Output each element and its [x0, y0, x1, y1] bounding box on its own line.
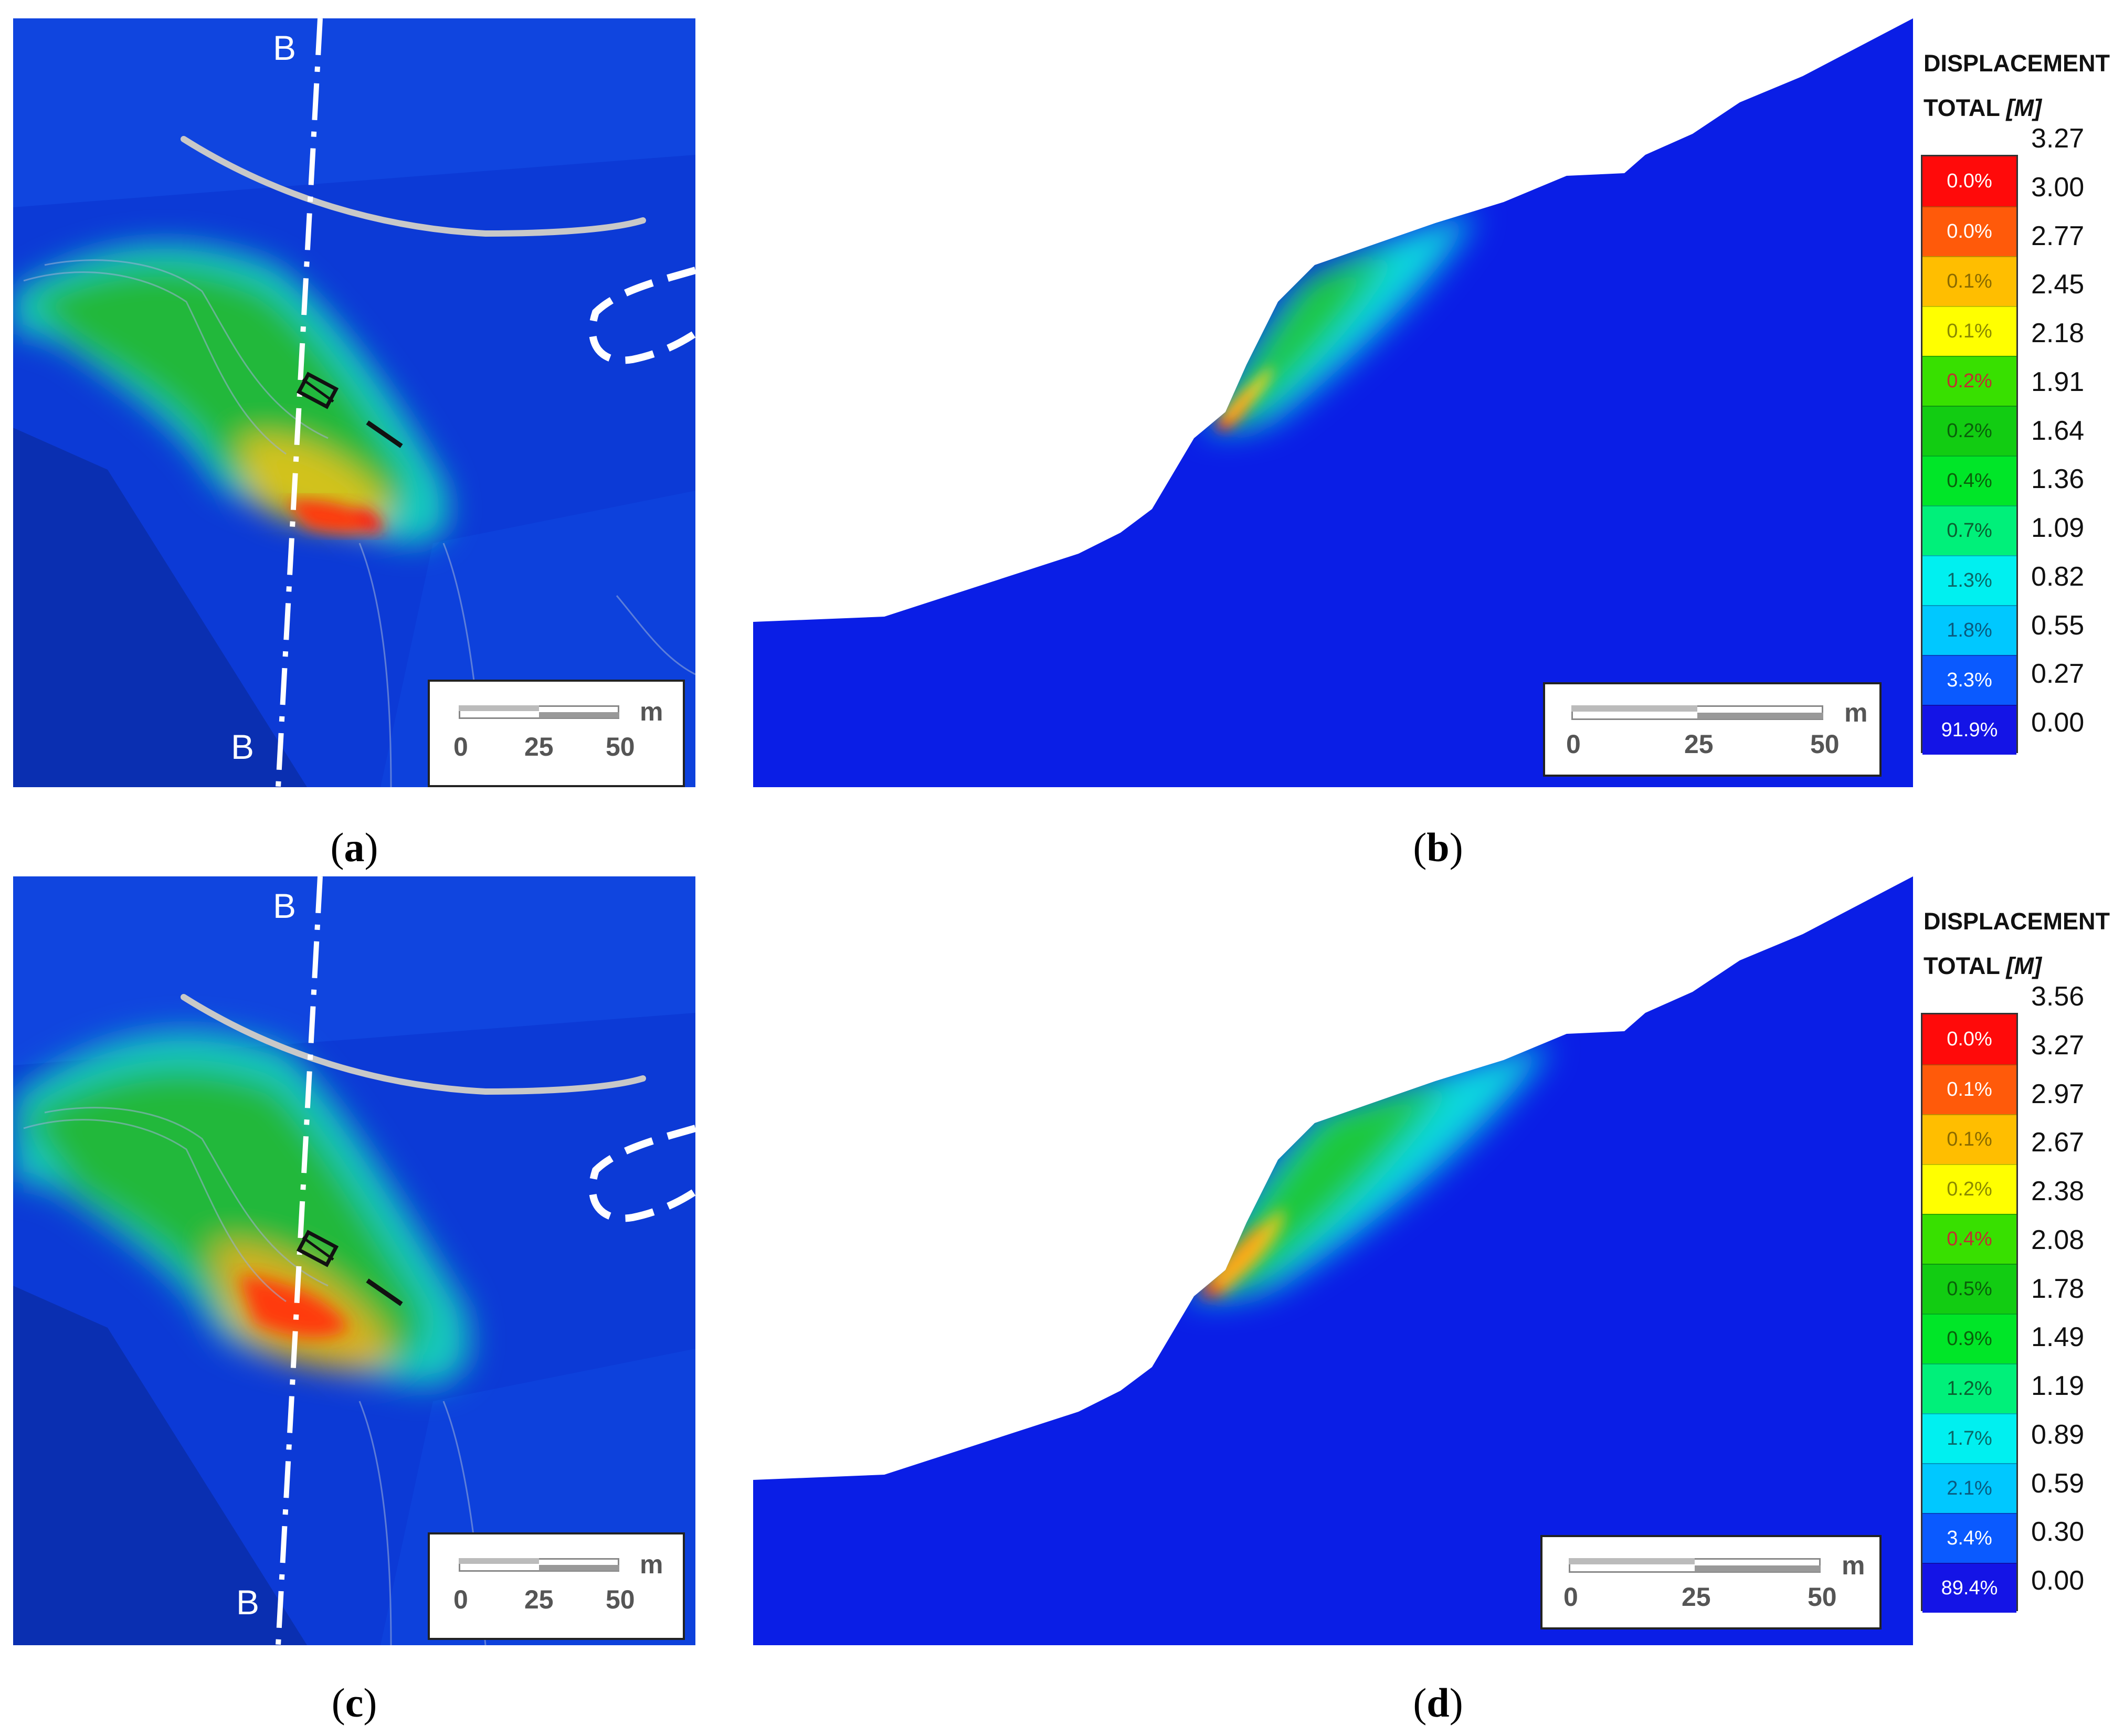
legend-cell: 89.4%	[1922, 1563, 2016, 1613]
legend-title-line1: DISPLACEMENT	[1924, 908, 2110, 935]
section-label-bottom: B	[236, 1583, 260, 1622]
legend-cell: 0.2%	[1922, 356, 2016, 406]
scale-tick-50: 50	[1810, 729, 1840, 759]
legend-tick-label: 0.27	[2031, 659, 2085, 690]
section-label-top: B	[273, 28, 297, 67]
legend-cell: 1.3%	[1922, 555, 2016, 605]
legend-tick-label: 0.55	[2031, 610, 2085, 641]
legend-tick-label: 1.09	[2031, 513, 2085, 544]
legend-cell: 1.7%	[1922, 1413, 2016, 1463]
legend-title-line2: TOTAL [M]	[1924, 952, 2042, 979]
legend-cell: 0.0%	[1922, 1014, 2016, 1064]
legend-tick-label: 2.67	[2031, 1127, 2085, 1158]
legend-tick-label: 3.27	[2031, 123, 2085, 154]
legend-tick-label: 3.00	[2031, 172, 2085, 203]
scale-bar: 0 25 50 m	[428, 1532, 685, 1640]
legend-cell: 0.4%	[1922, 456, 2016, 505]
legend-tick-label: 3.56	[2031, 981, 2085, 1012]
scale-unit: m	[1844, 698, 1868, 727]
scale-bar: 0 25 50 m	[1540, 1535, 1882, 1629]
legend-color-bar: 0.0% 0.1% 0.1% 0.2% 0.4% 0.5% 0.9% 1.2% 1.7% 2.1%…	[1921, 1013, 2018, 1613]
legend-cell: 0.2%	[1922, 1164, 2016, 1214]
legend-cell: 1.2%	[1922, 1363, 2016, 1413]
scale-tick-50: 50	[606, 732, 635, 761]
legend-cell: 0.7%	[1922, 505, 2016, 555]
legend-tick-label: 3.27	[2031, 1030, 2085, 1061]
scale-unit: m	[640, 1550, 663, 1579]
plan-map-c: B B 0 25 50 m	[13, 876, 695, 1645]
legend-color-bar: 0.0% 0.0% 0.1% 0.1% 0.2% 0.2% 0.4% 0.7% 1.3% 1.8%…	[1921, 155, 2018, 755]
legend-cell: 0.5%	[1922, 1264, 2016, 1314]
legend-tick-label: 0.00	[2031, 707, 2085, 738]
legend-cell: 0.4%	[1922, 1214, 2016, 1264]
legend-cell: 0.1%	[1922, 1114, 2016, 1164]
scale-tick-0: 0	[1563, 1582, 1578, 1612]
legend-tick-label: 2.08	[2031, 1224, 2085, 1255]
caption-c: (c)	[331, 1680, 377, 1726]
scale-tick-25: 25	[524, 1585, 554, 1614]
legend-cell: 1.8%	[1922, 605, 2016, 655]
legend-cell: 0.0%	[1922, 156, 2016, 206]
legend-tick-label: 2.18	[2031, 318, 2085, 349]
plan-map-a: B B 0 25 50 m	[13, 18, 695, 787]
scale-unit: m	[640, 697, 663, 726]
legend-cell: 3.4%	[1922, 1513, 2016, 1563]
legend-title-line2: TOTAL [M]	[1924, 94, 2042, 121]
legend-d: DISPLACEMENT TOTAL [M] 0.0% 0.1% 0.1% 0.2% 0…	[1921, 908, 2124, 1643]
scale-tick-25: 25	[524, 732, 554, 761]
scale-tick-25: 25	[1684, 729, 1714, 759]
legend-cell: 0.2%	[1922, 406, 2016, 456]
scale-tick-50: 50	[1808, 1582, 1837, 1612]
caption-d: (d)	[1413, 1680, 1463, 1726]
section-label-bottom: B	[231, 727, 255, 766]
legend-cell: 0.0%	[1922, 206, 2016, 256]
caption-a: (a)	[330, 824, 378, 870]
legend-tick-label: 1.64	[2031, 415, 2085, 446]
legend-tick-label: 0.82	[2031, 561, 2085, 592]
legend-tick-label: 2.45	[2031, 269, 2085, 300]
scale-tick-50: 50	[606, 1585, 635, 1614]
scale-tick-0: 0	[453, 732, 468, 761]
legend-cell: 2.1%	[1922, 1463, 2016, 1513]
legend-tick-label: 2.77	[2031, 220, 2085, 251]
legend-tick-label: 2.38	[2031, 1176, 2085, 1207]
section-view-b: 0 25 50 m	[753, 18, 1913, 787]
legend-tick-label: 1.19	[2031, 1371, 2085, 1402]
scale-bar: 0 25 50 m	[428, 680, 685, 787]
scale-unit: m	[1842, 1551, 1865, 1580]
legend-tick-label: 0.89	[2031, 1419, 2085, 1450]
legend-cell: 0.9%	[1922, 1314, 2016, 1363]
scale-tick-0: 0	[1566, 729, 1581, 759]
section-view-d: 0 25 50 m	[753, 876, 1913, 1645]
legend-cell: 0.1%	[1922, 256, 2016, 306]
legend-cell: 0.1%	[1922, 306, 2016, 356]
legend-tick-label: 1.36	[2031, 464, 2085, 495]
legend-tick-label: 0.00	[2031, 1565, 2085, 1596]
legend-tick-label: 1.49	[2031, 1322, 2085, 1353]
legend-b: DISPLACEMENT TOTAL [M] 0.0% 0.0% 0.1% 0.1% 0…	[1921, 50, 2124, 785]
legend-tick-label: 0.59	[2031, 1468, 2085, 1499]
legend-title-line1: DISPLACEMENT	[1924, 50, 2110, 77]
scale-tick-0: 0	[453, 1585, 468, 1614]
legend-tick-label: 1.91	[2031, 366, 2085, 397]
scale-tick-25: 25	[1682, 1582, 1711, 1612]
legend-tick-label: 1.78	[2031, 1273, 2085, 1304]
scale-bar: 0 25 50 m	[1543, 682, 1882, 777]
legend-tick-label: 2.97	[2031, 1078, 2085, 1109]
legend-cell: 91.9%	[1922, 705, 2016, 755]
section-label-top: B	[273, 886, 297, 925]
caption-b: (b)	[1413, 824, 1463, 870]
legend-tick-label: 0.30	[2031, 1517, 2085, 1548]
legend-cell: 3.3%	[1922, 655, 2016, 705]
legend-cell: 0.1%	[1922, 1064, 2016, 1114]
